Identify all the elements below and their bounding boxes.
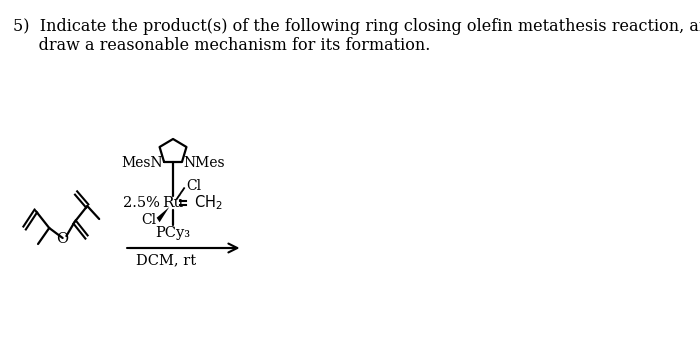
Text: MesN: MesN: [121, 156, 162, 170]
Text: draw a reasonable mechanism for its formation.: draw a reasonable mechanism for its form…: [13, 37, 430, 54]
Text: 2.5%: 2.5%: [123, 196, 160, 210]
Text: Cl: Cl: [141, 213, 157, 227]
Text: DCM, rt: DCM, rt: [136, 253, 195, 267]
Text: PCy₃: PCy₃: [155, 226, 190, 240]
Text: O: O: [57, 232, 69, 246]
Text: $\mathdefault{CH_2}$: $\mathdefault{CH_2}$: [194, 194, 223, 212]
Polygon shape: [157, 207, 169, 222]
Text: 5)  Indicate the product(s) of the following ring closing olefin metathesis reac: 5) Indicate the product(s) of the follow…: [13, 18, 700, 35]
Text: NMes: NMes: [183, 156, 225, 170]
Text: Ru: Ru: [162, 196, 183, 210]
Text: Cl: Cl: [186, 179, 202, 193]
